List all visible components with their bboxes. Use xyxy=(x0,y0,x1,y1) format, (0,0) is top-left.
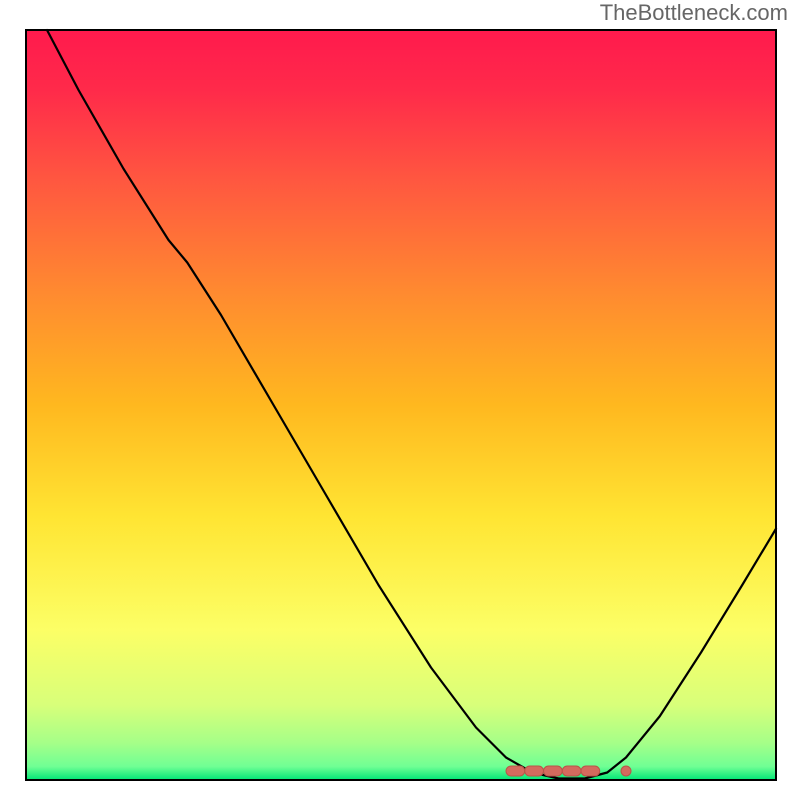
bottom-marker-segment xyxy=(562,766,581,776)
bottom-marker-segment xyxy=(544,766,563,776)
bottleneck-chart xyxy=(0,0,800,800)
bottom-marker-segment xyxy=(581,766,600,776)
gradient-background xyxy=(26,30,776,780)
bottom-marker-dot xyxy=(621,766,631,776)
bottom-marker-segment xyxy=(525,766,544,776)
bottom-marker-segment xyxy=(506,766,525,776)
watermark-text: TheBottleneck.com xyxy=(600,0,788,26)
